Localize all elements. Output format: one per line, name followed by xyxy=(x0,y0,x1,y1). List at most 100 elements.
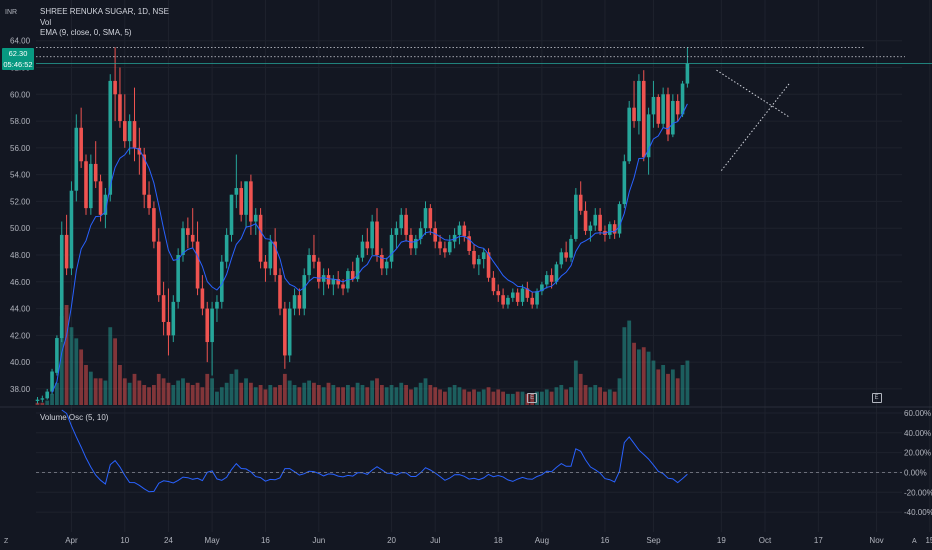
volume-bar xyxy=(195,382,200,405)
volume-bar xyxy=(355,382,360,405)
price-tick-label: 60.00 xyxy=(10,90,31,99)
candle-body xyxy=(598,214,602,231)
candle-body xyxy=(375,221,379,255)
earnings-marker[interactable]: E xyxy=(527,393,538,403)
candle-body xyxy=(176,255,180,302)
volume-bar xyxy=(637,349,641,405)
candle-body xyxy=(166,321,171,336)
candle-body xyxy=(481,252,486,260)
volume-bar xyxy=(627,320,632,405)
volume-bar xyxy=(268,385,273,405)
candle-body xyxy=(608,224,612,235)
candle-body xyxy=(438,241,442,249)
price-tick-label: 58.00 xyxy=(10,117,31,126)
candle-body xyxy=(98,181,103,215)
volume-bar xyxy=(103,380,108,405)
candle-body xyxy=(457,225,462,235)
volume-bar xyxy=(680,365,685,405)
volume-bar xyxy=(122,378,127,405)
time-tick-label: May xyxy=(205,536,220,545)
candle-body xyxy=(127,121,132,142)
volume-bar xyxy=(418,382,423,405)
time-tick-label: Jul xyxy=(430,536,440,545)
volume-bar xyxy=(88,371,93,405)
candle-body xyxy=(389,234,394,262)
candle-body xyxy=(501,295,505,305)
volume-bar xyxy=(506,393,510,405)
triangle-upper-line xyxy=(716,69,790,118)
volume-bar xyxy=(666,373,670,405)
volume-bar xyxy=(409,389,413,405)
volume-bar xyxy=(152,385,156,405)
volume-bar xyxy=(292,385,297,405)
candle-body xyxy=(312,255,316,262)
candle-body xyxy=(287,308,292,356)
volume-bar xyxy=(530,393,535,405)
volume-osc-legend[interactable]: Volume Osc (5, 10) xyxy=(40,413,109,422)
candle-body xyxy=(350,271,355,280)
candle-body xyxy=(152,208,156,242)
candle-body xyxy=(268,241,273,269)
ema-legend[interactable]: EMA (9, close, 0, SMA, 5) xyxy=(40,28,132,37)
candle-body xyxy=(355,257,360,280)
volume-bar xyxy=(64,305,69,405)
volume-bar xyxy=(321,387,326,405)
candle-body xyxy=(181,228,185,255)
volume-bar xyxy=(540,391,544,405)
candle-body xyxy=(40,398,45,400)
price-tick-label: 56.00 xyxy=(10,144,31,153)
volume-bar xyxy=(501,391,505,405)
candle-body xyxy=(215,301,219,309)
candle-body xyxy=(234,188,239,195)
candles xyxy=(35,47,690,404)
volume-bar xyxy=(278,385,282,405)
symbol-title[interactable]: SHREE RENUKA SUGAR, 1D, NSE xyxy=(40,7,169,16)
volume-bar xyxy=(161,378,166,405)
volume-bar xyxy=(472,389,476,405)
candle-body xyxy=(641,80,646,158)
candle-body xyxy=(297,295,302,309)
candle-body xyxy=(132,121,137,148)
volume-bar xyxy=(93,378,98,405)
candle-body xyxy=(671,100,675,135)
timezone-icon[interactable]: Z xyxy=(4,538,9,545)
candle-body xyxy=(341,284,345,289)
volume-bars xyxy=(35,305,690,405)
volume-bar xyxy=(549,391,554,405)
volume-bar xyxy=(307,380,311,405)
volume-bar xyxy=(675,378,680,405)
volume-bar xyxy=(210,378,214,405)
candle-body xyxy=(656,96,661,124)
candle-body xyxy=(253,214,258,222)
volume-bar xyxy=(462,389,467,405)
candle-body xyxy=(467,236,471,251)
volume-bar xyxy=(171,385,176,405)
volume-bar xyxy=(510,393,515,405)
volume-bar xyxy=(312,382,316,405)
volume-bar xyxy=(200,387,205,405)
candle-body xyxy=(486,252,491,278)
candle-body xyxy=(55,338,59,373)
candle-body xyxy=(564,252,568,258)
candle-body xyxy=(637,80,641,122)
candle-body xyxy=(79,127,83,162)
volume-bar xyxy=(239,382,244,405)
candle-body xyxy=(544,275,549,285)
candle-body xyxy=(661,94,665,124)
earnings-marker[interactable]: E xyxy=(871,393,882,403)
volume-bar xyxy=(229,373,234,405)
auto-scale-button[interactable]: A xyxy=(912,538,917,545)
volume-bar xyxy=(74,338,79,405)
volume-bar xyxy=(593,385,598,405)
candle-body xyxy=(278,275,282,309)
candle-body xyxy=(447,241,452,253)
volume-bar xyxy=(661,365,666,405)
candle-body xyxy=(360,241,365,258)
volume-bar xyxy=(651,360,656,405)
volume-bar xyxy=(98,378,103,405)
volume-bar xyxy=(389,385,394,405)
candle-body xyxy=(258,214,263,262)
volume-legend[interactable]: Vol xyxy=(40,17,52,27)
osc-tick-label: 40.00% xyxy=(904,429,931,438)
